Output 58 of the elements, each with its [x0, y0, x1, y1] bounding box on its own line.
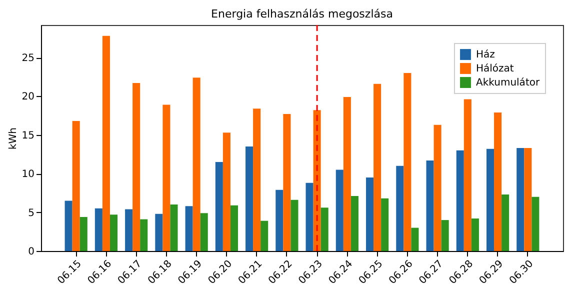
bar	[222, 132, 230, 251]
legend-label: Hálózat	[476, 64, 514, 74]
bar	[102, 36, 110, 251]
bar	[486, 148, 494, 251]
bar	[374, 84, 382, 251]
bar	[396, 166, 404, 251]
bar	[471, 218, 479, 251]
bar	[290, 200, 298, 251]
bar	[276, 190, 284, 251]
bar	[170, 204, 178, 251]
bar	[246, 146, 254, 251]
bar	[215, 162, 223, 251]
bar	[110, 214, 118, 251]
bar	[366, 177, 374, 251]
bar	[132, 83, 140, 251]
bar	[411, 228, 419, 251]
bar	[464, 99, 472, 251]
y-tick-label: 0	[28, 246, 34, 258]
bar	[140, 219, 148, 251]
bar	[162, 104, 170, 251]
bar	[283, 114, 291, 251]
bar	[532, 196, 540, 251]
bar	[94, 208, 102, 251]
bar	[350, 196, 358, 251]
bar	[185, 206, 193, 251]
legend-label: Akkumulátor	[476, 78, 540, 88]
bar	[80, 216, 88, 251]
y-tick-label: 15	[22, 130, 34, 142]
bar	[441, 220, 449, 251]
y-tick-label: 25	[22, 53, 34, 64]
bar	[404, 72, 412, 251]
bar	[502, 194, 510, 251]
bar	[320, 208, 328, 251]
y-axis-title: kWh	[8, 127, 19, 150]
bar	[192, 78, 200, 251]
bar	[434, 124, 442, 251]
bar	[336, 170, 344, 251]
bar	[253, 108, 261, 251]
bar	[516, 148, 524, 251]
bar	[155, 214, 163, 251]
y-tick-label: 5	[28, 208, 34, 219]
bar	[260, 220, 268, 251]
bar	[494, 112, 502, 251]
bar	[426, 160, 434, 251]
bar	[306, 182, 314, 251]
bar	[456, 150, 464, 251]
y-tick-label: 10	[22, 169, 34, 180]
chart-title: Energia felhasználás megoszlása	[211, 7, 393, 20]
bar	[64, 200, 72, 251]
y-tick-label: 20	[22, 92, 34, 103]
legend-label: Ház	[476, 50, 495, 60]
bar	[343, 96, 351, 251]
bar	[230, 205, 238, 251]
bar	[381, 198, 389, 251]
bar	[524, 148, 532, 251]
bar	[72, 120, 80, 251]
bar	[125, 209, 133, 251]
bar	[200, 213, 208, 251]
